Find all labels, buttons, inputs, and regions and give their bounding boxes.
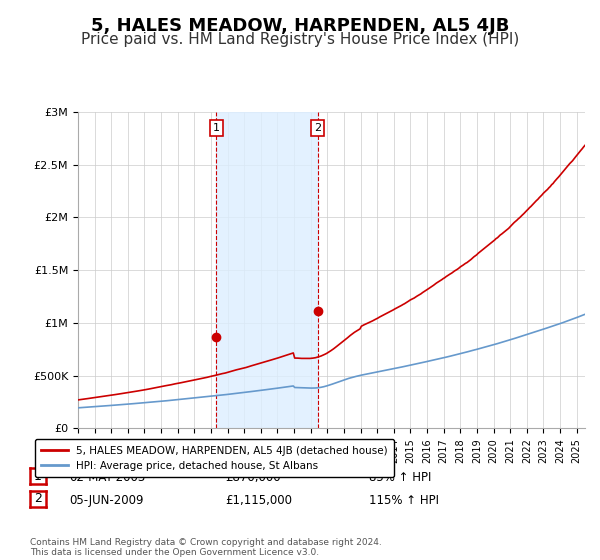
Text: 05-JUN-2009: 05-JUN-2009 [69,493,143,507]
Text: 1: 1 [34,469,42,483]
Text: £870,000: £870,000 [225,470,281,484]
Legend: 5, HALES MEADOW, HARPENDEN, AL5 4JB (detached house), HPI: Average price, detach: 5, HALES MEADOW, HARPENDEN, AL5 4JB (det… [35,439,394,477]
Bar [217,112,318,428]
Text: 1: 1 [213,123,220,133]
Text: 115% ↑ HPI: 115% ↑ HPI [369,493,439,507]
Text: 02-MAY-2003: 02-MAY-2003 [69,470,145,484]
Text: 2: 2 [34,492,42,506]
Text: 5, HALES MEADOW, HARPENDEN, AL5 4JB: 5, HALES MEADOW, HARPENDEN, AL5 4JB [91,17,509,35]
Text: 85% ↑ HPI: 85% ↑ HPI [369,470,431,484]
Text: Contains HM Land Registry data © Crown copyright and database right 2024.
This d: Contains HM Land Registry data © Crown c… [30,538,382,557]
Text: 2: 2 [314,123,321,133]
Text: £1,115,000: £1,115,000 [225,493,292,507]
Text: Price paid vs. HM Land Registry's House Price Index (HPI): Price paid vs. HM Land Registry's House … [81,32,519,48]
